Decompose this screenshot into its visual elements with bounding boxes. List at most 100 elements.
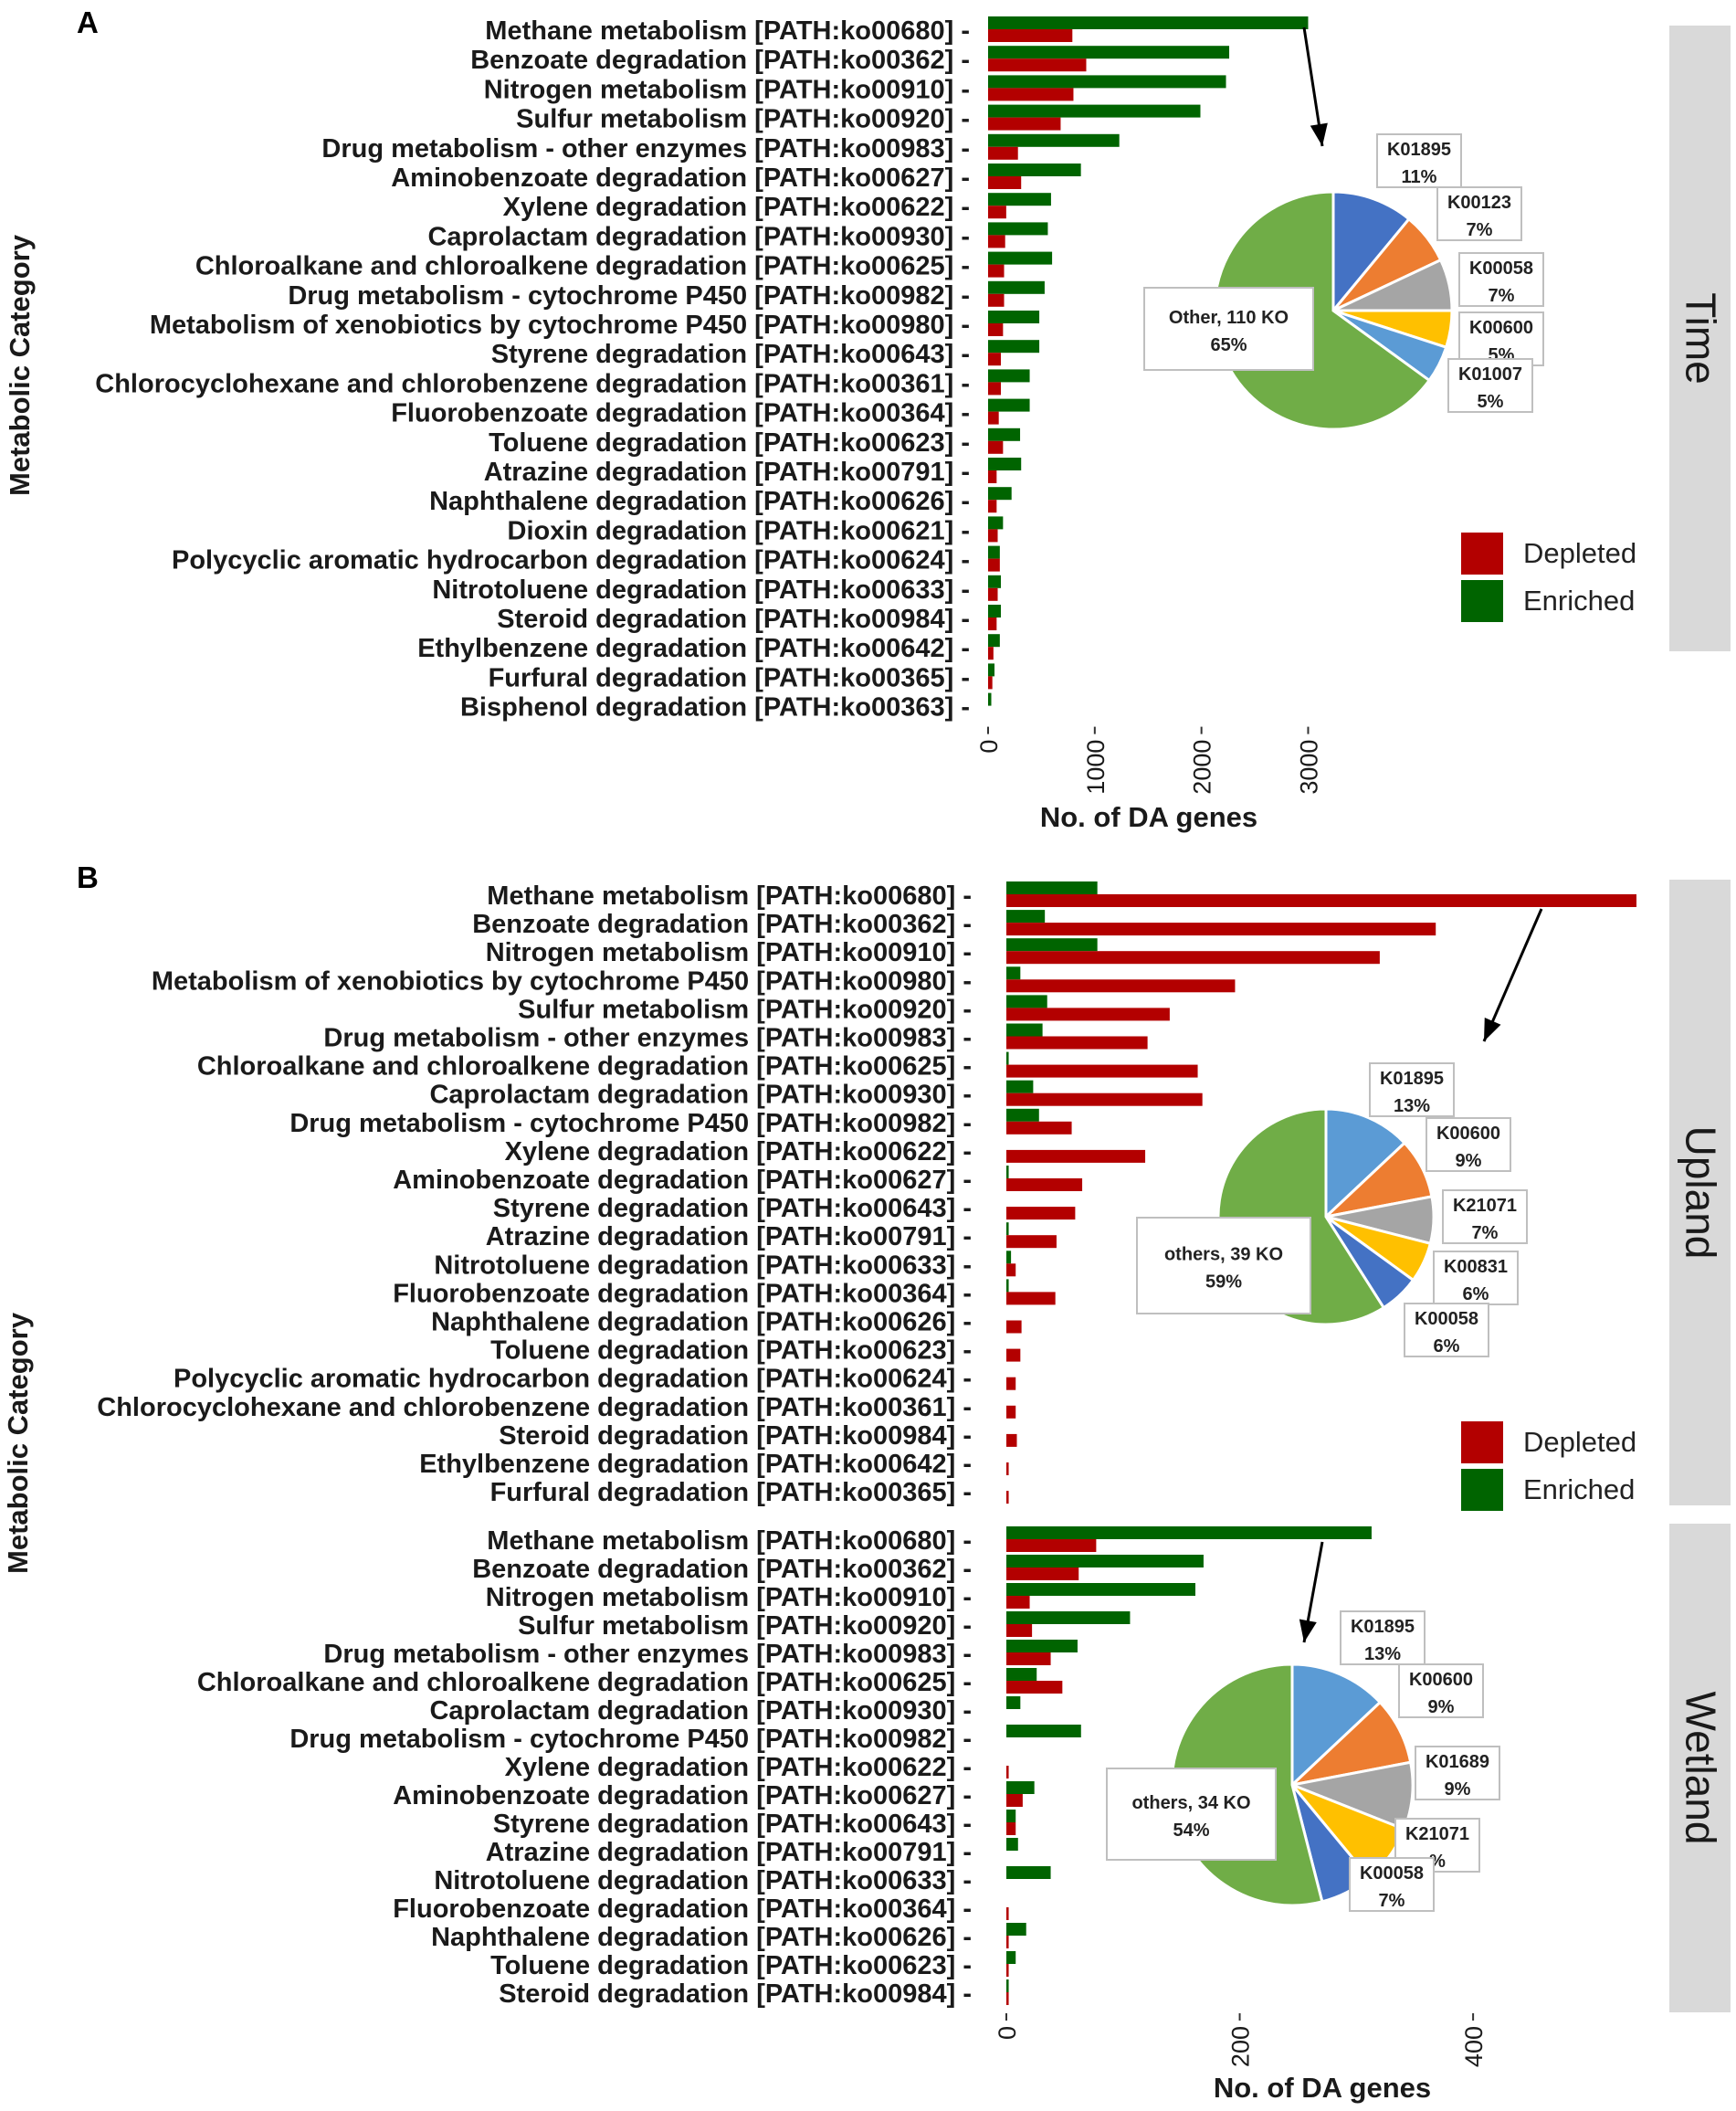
bar-enriched [988, 340, 1040, 354]
bar-enriched [988, 280, 1045, 294]
bar-depleted [1006, 1235, 1057, 1249]
bar-enriched [1006, 1583, 1195, 1596]
bar-enriched [1006, 1979, 1009, 1992]
category-label: Toluene degradation [PATH:ko00623] - [490, 1336, 972, 1366]
bar-enriched [1006, 1611, 1131, 1624]
category-label: Toluene degradation [PATH:ko00623] - [490, 1951, 972, 1980]
category-label: Chloroalkane and chloroalkene degradatio… [197, 1052, 972, 1082]
bar-depleted [988, 500, 997, 513]
facet-strip [1669, 1524, 1731, 2012]
bar-depleted [1006, 1008, 1170, 1021]
bar-depleted [988, 323, 1004, 336]
pie-label-name: K21071 [1405, 1824, 1469, 1844]
bar-enriched [988, 427, 1021, 441]
bar-depleted [1006, 1794, 1023, 1807]
pie-label-name: K00600 [1436, 1124, 1500, 1144]
pie-slice [1324, 1107, 1407, 1220]
bar-enriched [1006, 1251, 1012, 1264]
bar-enriched [1006, 1108, 1039, 1122]
category-label: Sulfur metabolism [PATH:ko00920] - [518, 1611, 972, 1641]
bar-enriched [1006, 1810, 1016, 1822]
category-label: Steroid degradation [PATH:ko00984] - [499, 1421, 972, 1451]
pie-label-percent: 54% [1173, 1821, 1209, 1841]
bar-depleted [988, 558, 1000, 572]
bar-enriched [1006, 1279, 1009, 1293]
bar-depleted [988, 264, 1005, 278]
bar-enriched [988, 222, 1048, 236]
legend-swatch-enriched [1461, 580, 1503, 622]
pie-label-box [1442, 1189, 1528, 1244]
category-label: Sulfur metabolism [PATH:ko00920] - [518, 995, 972, 1024]
bar-depleted [1006, 1320, 1022, 1334]
bar-enriched [1006, 1923, 1026, 1936]
y-axis-label: Metabolic Category [2, 1312, 34, 1574]
bar-depleted [988, 617, 997, 630]
bar-depleted [1006, 1064, 1198, 1078]
bar-depleted [1006, 979, 1236, 993]
bar-depleted [1006, 1964, 1009, 1977]
pie-label-percent: 9% [1456, 1151, 1482, 1171]
pie-label-percent: 7% [1467, 220, 1493, 240]
pie-label-box [1349, 1857, 1435, 1912]
pie-label-box [1458, 252, 1544, 307]
legend-label-depleted: Depleted [1523, 1426, 1636, 1458]
pie-label-name: K00600 [1409, 1670, 1473, 1690]
pie-label-box [1369, 1062, 1455, 1117]
bar-depleted [1006, 1178, 1083, 1191]
category-label: Drug metabolism - other enzymes [PATH:ko… [323, 1024, 972, 1053]
bar-enriched [988, 104, 1201, 118]
pie-label-percent: 9% [1428, 1697, 1455, 1717]
x-tick-label: 0 [975, 740, 1003, 754]
panel-label-b: B [77, 860, 99, 894]
bar-enriched [1006, 1555, 1204, 1567]
bar-enriched [1006, 995, 1047, 1008]
category-label: Aminobenzoate degradation [PATH:ko00627]… [391, 164, 970, 193]
pie-label-name: K00600 [1469, 318, 1533, 338]
category-label: Polycyclic aromatic hydrocarbon degradat… [174, 1365, 972, 1394]
pie-label-name: others, 34 KO [1131, 1793, 1250, 1813]
category-label: Bisphenol degradation [PATH:ko00363] - [460, 693, 970, 723]
category-label: Chlorocyclohexane and chlorobenzene degr… [95, 369, 970, 398]
arrow-head [1484, 1018, 1501, 1041]
bar-enriched [1006, 1080, 1034, 1093]
category-label: Ethylbenzene degradation [PATH:ko00642] … [419, 1450, 972, 1479]
bar-depleted [1006, 1292, 1056, 1305]
category-label: Drug metabolism - cytochrome P450 [PATH:… [288, 281, 970, 311]
pie-label-percent: 7% [1472, 1223, 1499, 1243]
bar-depleted [1006, 1624, 1033, 1637]
facet-strip-label: Upland [1678, 1126, 1725, 1260]
bar-enriched [988, 663, 995, 677]
bar-enriched [1006, 1725, 1081, 1737]
bar-depleted [1006, 894, 1636, 907]
bar-enriched [988, 164, 1081, 176]
pie-label-box [1404, 1303, 1489, 1357]
bar-enriched [1006, 966, 1021, 980]
bar-enriched [1006, 1166, 1009, 1178]
category-label: Metabolism of xenobiotics by cytochrome … [152, 966, 972, 996]
bar-enriched [988, 251, 1053, 265]
pie-label-percent: 5% [1478, 392, 1504, 412]
category-label: Dioxin degradation [PATH:ko00621] - [508, 516, 971, 545]
category-label: Aminobenzoate degradation [PATH:ko00627]… [393, 1166, 972, 1195]
legend-swatch-enriched [1461, 1469, 1503, 1511]
bar-depleted [988, 117, 1061, 131]
category-label: Caprolactam degradation [PATH:ko00930] - [427, 222, 970, 251]
category-label: Benzoate degradation [PATH:ko00362] - [472, 1555, 972, 1584]
pie-label-name: K01007 [1458, 364, 1522, 385]
pie-label-name: K00058 [1415, 1309, 1478, 1329]
facet-strip-label: Wetland [1678, 1692, 1725, 1845]
bar-depleted [1006, 1207, 1076, 1220]
pie-label-name: Other, 110 KO [1169, 308, 1289, 328]
facet-strip [1669, 880, 1731, 1505]
bar-depleted [1006, 1539, 1097, 1552]
category-label: Atrazine degradation [PATH:ko00791] - [486, 1838, 972, 1867]
x-tick-label: 400 [1460, 2026, 1488, 2067]
bar-enriched [988, 516, 1004, 530]
pie-label-name: others, 39 KO [1164, 1245, 1283, 1265]
category-label: Steroid degradation [PATH:ko00984] - [497, 605, 970, 634]
bar-enriched [1006, 1222, 1009, 1236]
bar-depleted [1006, 1822, 1016, 1835]
x-tick-label: 2000 [1189, 740, 1216, 795]
pie-label-box [1447, 358, 1533, 413]
legend-swatch-depleted [1461, 533, 1503, 575]
